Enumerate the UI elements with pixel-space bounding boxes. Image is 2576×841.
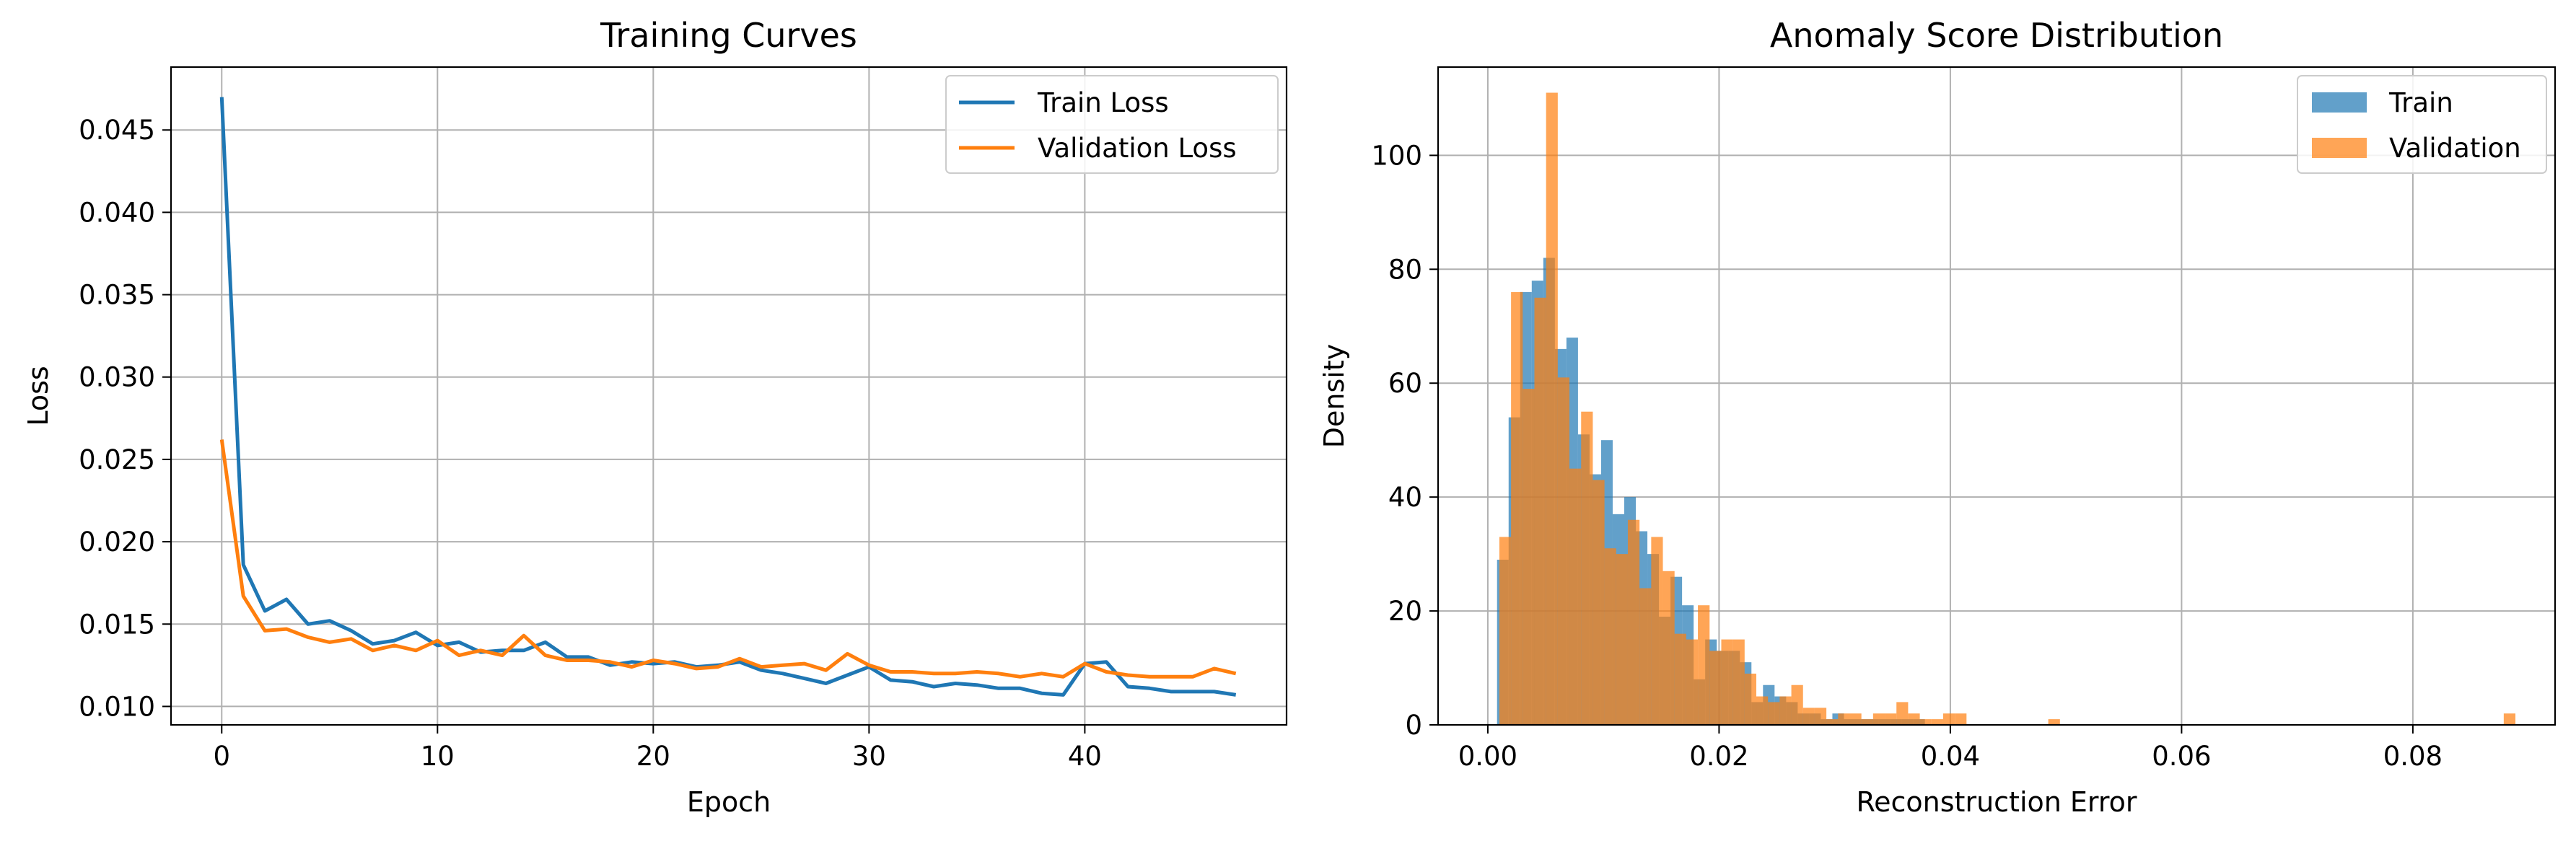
validation-histogram-bar [1802, 708, 1815, 725]
y-tick-label: 0.030 [79, 362, 155, 393]
validation-histogram-bar [1709, 651, 1722, 725]
y-tick-label: 0.035 [79, 280, 155, 311]
validation-histogram-bar [1593, 480, 1605, 725]
x-tick-label: 0.08 [2383, 741, 2443, 772]
validation-histogram-bar [1919, 719, 1932, 725]
legend-label-validation: Validation [2389, 133, 2521, 164]
y-tick-label: 0.015 [79, 609, 155, 640]
validation-histogram-bar [2503, 713, 2516, 725]
validation-histogram-bar [1779, 696, 1792, 725]
validation-histogram-bar [1931, 719, 1943, 725]
validation-loss-line [219, 439, 1237, 679]
x-tick-label: 0.00 [1458, 741, 1517, 772]
x-tick-label: 20 [636, 741, 670, 772]
validation-histogram-bar [1534, 297, 1546, 725]
validation-histogram-bar [1651, 537, 1663, 725]
y-tick-label: 0.040 [79, 197, 155, 228]
validation-histogram-bar [1732, 639, 1745, 725]
x-tick-label: 0 [213, 741, 230, 772]
validation-histogram-bar [1744, 673, 1757, 725]
validation-histogram-bar [1686, 639, 1699, 725]
validation-histogram-bar [1955, 713, 1967, 725]
validation-histogram-bar [1569, 468, 1582, 725]
legend-swatch-train [2312, 92, 2367, 113]
validation-histogram-bar [1581, 411, 1593, 725]
validation-histogram-bar [1627, 519, 1640, 725]
validation-histogram-bar [1896, 702, 1909, 725]
validation-histogram-bar [1616, 554, 1628, 725]
legend-label-train: Train Loss [1037, 87, 1169, 118]
y-tick-label: 20 [1388, 596, 1422, 627]
y-tick-label: 0.020 [79, 527, 155, 558]
axes-frame [170, 66, 1288, 726]
axes-frame [1437, 66, 2557, 726]
legend-box [945, 75, 1279, 174]
legend-swatch-validation [2312, 138, 2367, 158]
x-tick-label: 0.06 [2152, 741, 2211, 772]
y-tick-label: 0.045 [79, 115, 155, 146]
x-tick-label: 40 [1068, 741, 1102, 772]
validation-histogram-bar [1838, 713, 1850, 725]
y-axis-label: Loss [22, 366, 54, 426]
validation-histogram-bar [1698, 605, 1710, 725]
validation-histogram-bar [1662, 571, 1675, 725]
y-axis-label: Density [1318, 344, 1350, 448]
validation-histogram-bar [1721, 639, 1733, 725]
validation-histogram-bar [1546, 92, 1558, 725]
validation-histogram-bar [1756, 696, 1769, 725]
y-tick-label: 100 [1371, 140, 1422, 171]
validation-histogram-bar [1791, 684, 1803, 725]
x-tick-label: 10 [421, 741, 455, 772]
chart-title: Anomaly Score Distribution [1770, 16, 2223, 55]
validation-histogram-bar [1511, 291, 1523, 725]
x-tick-label: 0.04 [1921, 741, 1980, 772]
train-loss-line [219, 97, 1237, 697]
validation-histogram-bar [1557, 377, 1570, 725]
y-tick-label: 80 [1388, 254, 1422, 285]
validation-histogram-bar [1768, 702, 1780, 725]
y-tick-label: 0 [1405, 710, 1422, 741]
validation-histogram-bar [1639, 588, 1652, 725]
x-axis-label: Reconstruction Error [1856, 786, 2137, 818]
x-tick-label: 30 [852, 741, 886, 772]
y-tick-label: 0.025 [79, 444, 155, 475]
chart-title: Training Curves [600, 16, 857, 55]
validation-histogram-bar [1872, 713, 1885, 725]
x-axis-label: Epoch [687, 786, 771, 818]
y-tick-label: 60 [1388, 368, 1422, 399]
validation-histogram-bar [1942, 713, 1955, 725]
validation-histogram-bar [1499, 537, 1512, 725]
legend-label-train: Train [2388, 87, 2453, 118]
validation-histogram-bar [1826, 719, 1839, 725]
validation-histogram-bar [1814, 708, 1827, 725]
x-tick-label: 0.02 [1689, 741, 1748, 772]
validation-histogram-bar [1885, 713, 1897, 725]
legend-label-validation: Validation Loss [1038, 133, 1237, 164]
training-curves-panel: 0 10 20 30 40 0.010 0.015 0.020 0.025 0.030 0.035 0… [22, 16, 1288, 818]
validation-histogram-bar [1908, 713, 1920, 725]
validation-histogram-bar [2048, 719, 2060, 725]
validation-histogram-bar [1861, 719, 1873, 725]
validation-histogram-bar [1849, 713, 1862, 725]
validation-histogram-bar [1523, 389, 1535, 725]
validation-histogram-bar [1674, 633, 1686, 725]
y-tick-label: 0.010 [79, 691, 155, 722]
anomaly-score-panel: 0.00 0.02 0.04 0.06 0.08 0 20 40 60 80 100 Anomaly … [1318, 16, 2557, 818]
y-tick-label: 40 [1388, 482, 1422, 513]
validation-histogram-bar [1604, 548, 1616, 725]
